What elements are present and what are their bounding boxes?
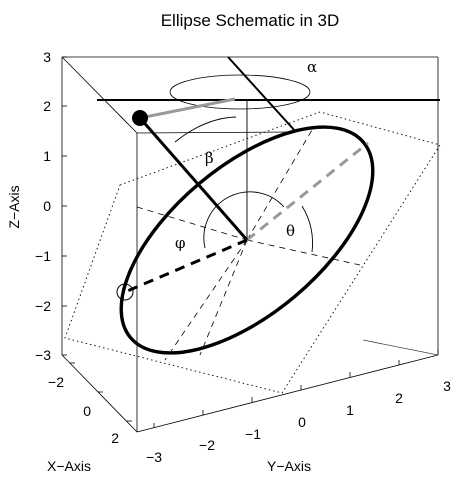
- z-tick-label: −1: [35, 248, 51, 264]
- y-tick-label: −3: [146, 449, 162, 465]
- projection-plane: [64, 111, 441, 394]
- x-tick-label: 2: [111, 430, 119, 446]
- y-tick-label: 2: [395, 390, 403, 406]
- y-axis-label: Y−Axis: [267, 458, 311, 474]
- z-tick-label: 1: [43, 148, 51, 164]
- x-tick-label: −2: [48, 374, 64, 390]
- z-tick-label: 3: [43, 49, 51, 65]
- y-tick-label: −2: [199, 437, 215, 453]
- beta-label: β: [205, 149, 214, 167]
- x-tick-label: 0: [83, 403, 91, 419]
- y-tick-label: 1: [346, 402, 354, 418]
- z-tick-label: −3: [35, 347, 51, 363]
- y-tick-label: −1: [245, 426, 261, 442]
- y-axis: −3 −2 −1 0 1 2 3 Y−Axis: [146, 350, 451, 474]
- normal-vector-projection: [139, 97, 236, 120]
- figure-title: Ellipse Schematic in 3D: [161, 11, 340, 30]
- z-axis: 3 2 1 0 −1 −2 −3 Z−Axis: [6, 49, 67, 363]
- z-axis-label: Z−Axis: [6, 185, 22, 228]
- z-tick-label: 0: [43, 198, 51, 214]
- top-plane-lines: [97, 56, 440, 134]
- semi-axis-gray: [246, 141, 369, 242]
- x-axis-label: X−Axis: [47, 458, 91, 474]
- normal-vector: [138, 117, 249, 241]
- semi-axis-endpoint: [116, 283, 134, 301]
- theta-label: θ: [286, 222, 295, 240]
- y-tick-label: 0: [298, 414, 306, 430]
- bounding-box: [61, 56, 439, 433]
- main-ellipse: [119, 125, 375, 355]
- angle-arcs: [174, 116, 313, 253]
- phi-label: φ: [175, 234, 186, 252]
- dashed-axes: [136, 129, 361, 361]
- semi-axis-black: [124, 238, 248, 294]
- alpha-label: α: [307, 58, 317, 76]
- z-tick-label: −2: [35, 298, 51, 314]
- x-axis: −2 0 2 X−Axis: [47, 362, 132, 474]
- y-tick-label: 3: [443, 378, 451, 394]
- z-tick-label: 2: [43, 98, 51, 114]
- normal-vector-endpoint: [132, 110, 148, 126]
